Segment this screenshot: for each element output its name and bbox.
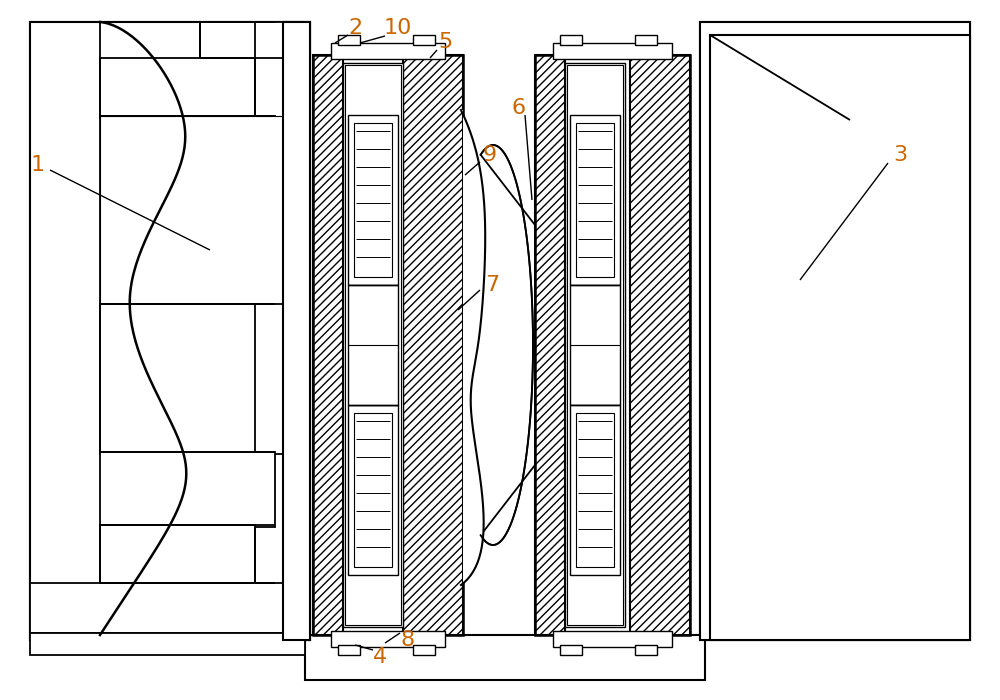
Bar bbox=[30, 22, 310, 640]
Polygon shape bbox=[710, 35, 970, 640]
Bar bbox=[354, 413, 392, 567]
Bar bbox=[331, 43, 445, 59]
Bar bbox=[635, 35, 657, 45]
Bar bbox=[338, 35, 360, 45]
Bar bbox=[348, 405, 398, 575]
Bar bbox=[553, 43, 672, 59]
Bar bbox=[348, 115, 398, 285]
Bar bbox=[403, 55, 463, 635]
Text: 1: 1 bbox=[31, 155, 45, 175]
Bar bbox=[565, 63, 625, 627]
Polygon shape bbox=[30, 22, 310, 640]
Bar bbox=[283, 22, 310, 640]
Bar bbox=[343, 63, 403, 627]
Bar bbox=[30, 583, 305, 633]
Text: 5: 5 bbox=[438, 32, 452, 52]
Bar bbox=[100, 116, 275, 306]
Polygon shape bbox=[481, 145, 535, 545]
Bar bbox=[200, 22, 300, 60]
Polygon shape bbox=[700, 22, 970, 640]
Bar bbox=[570, 285, 620, 405]
Bar bbox=[348, 285, 398, 405]
Text: 2: 2 bbox=[348, 18, 362, 38]
Bar bbox=[313, 55, 343, 635]
Bar bbox=[354, 123, 392, 277]
Bar bbox=[345, 65, 401, 625]
Text: 10: 10 bbox=[384, 18, 412, 38]
Text: 4: 4 bbox=[373, 647, 387, 667]
Bar bbox=[305, 635, 705, 680]
Bar bbox=[635, 645, 657, 655]
Bar bbox=[100, 58, 300, 118]
Text: 8: 8 bbox=[401, 630, 415, 650]
Bar bbox=[100, 452, 275, 527]
Bar bbox=[570, 115, 620, 285]
Text: 6: 6 bbox=[512, 98, 526, 118]
Bar bbox=[560, 35, 582, 45]
Polygon shape bbox=[461, 110, 485, 585]
Bar bbox=[576, 413, 614, 567]
Bar bbox=[700, 22, 970, 640]
Bar bbox=[100, 116, 305, 306]
Bar bbox=[630, 55, 690, 635]
Bar bbox=[570, 405, 620, 575]
Bar bbox=[535, 55, 565, 635]
Bar bbox=[576, 123, 614, 277]
Bar bbox=[313, 55, 463, 635]
Bar bbox=[553, 631, 672, 647]
Bar bbox=[338, 645, 360, 655]
Bar bbox=[100, 525, 255, 585]
Bar bbox=[535, 55, 690, 635]
Bar bbox=[413, 35, 435, 45]
Text: 3: 3 bbox=[893, 145, 907, 165]
Bar bbox=[413, 645, 435, 655]
Text: 9: 9 bbox=[483, 145, 497, 165]
Bar bbox=[560, 645, 582, 655]
Bar bbox=[30, 633, 305, 655]
Text: 7: 7 bbox=[485, 275, 499, 295]
Bar bbox=[331, 631, 445, 647]
Bar bbox=[100, 304, 305, 454]
Bar bbox=[567, 65, 623, 625]
